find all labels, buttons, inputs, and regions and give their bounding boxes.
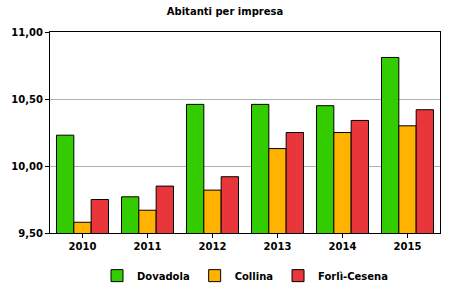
svg-text:Collina: Collina [235,271,273,282]
svg-text:2015: 2015 [394,241,422,252]
svg-text:2011: 2011 [134,241,162,252]
svg-text:10,00: 10,00 [11,161,43,172]
svg-text:Abitanti per impresa: Abitanti per impresa [167,6,283,17]
svg-text:11,00: 11,00 [11,27,43,38]
svg-text:9,50: 9,50 [18,228,43,239]
svg-text:Dovadola: Dovadola [137,271,190,282]
svg-text:2010: 2010 [69,241,97,252]
svg-text:Forlì-Cesena: Forlì-Cesena [318,271,388,282]
svg-text:2014: 2014 [329,241,357,252]
svg-text:2013: 2013 [264,241,292,252]
svg-text:2012: 2012 [199,241,227,252]
svg-text:10,50: 10,50 [11,94,43,105]
